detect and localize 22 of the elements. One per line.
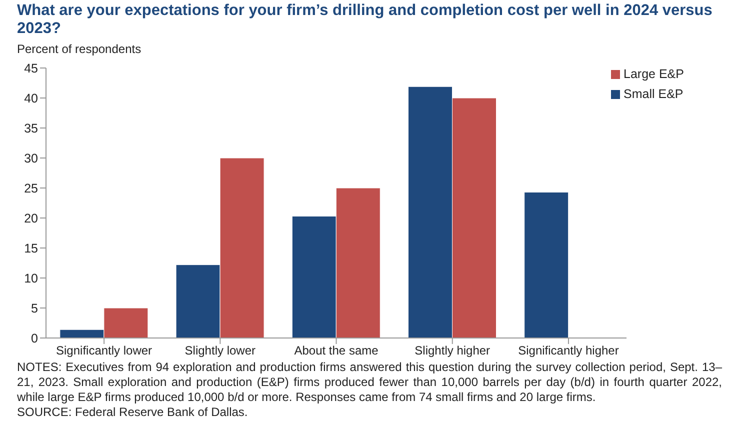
x-tick-label: Slightly higher xyxy=(414,344,490,358)
y-tick-label: 35 xyxy=(24,121,38,136)
x-tick-label: Slightly lower xyxy=(184,344,256,358)
y-axis-title: Percent of respondents xyxy=(16,42,142,56)
x-tick-label: About the same xyxy=(294,344,379,358)
y-tick-label: 20 xyxy=(24,211,38,226)
x-tick-label: Significantly higher xyxy=(518,344,619,358)
y-tick-label: 10 xyxy=(24,271,38,286)
legend-label: Large E&P xyxy=(624,67,684,81)
y-tick-label: 0 xyxy=(31,331,38,346)
y-tick-label: 5 xyxy=(31,301,38,316)
y-tick-label: 25 xyxy=(24,181,38,196)
y-tick-label: 30 xyxy=(24,151,38,166)
legend-label: Small E&P xyxy=(624,87,684,101)
y-tick-label: 15 xyxy=(24,241,38,256)
source-note: SOURCE: Federal Reserve Bank of Dallas. xyxy=(17,405,249,420)
bar xyxy=(524,192,569,338)
y-tick-label: 40 xyxy=(24,91,38,106)
x-tick-label: Significantly lower xyxy=(56,344,152,358)
chart-title: What are your expectations for your firm’s drilling and completion cost per well in 2024 versus 2023? xyxy=(16,2,714,38)
y-tick-label: 45 xyxy=(24,61,38,76)
text: NOTES: Executives from 94 exploration and production firms answered this question during the survey collection period, Sept. 13–21, 2023. Small exploration and production (E&P) firms produced fewer than 10,000 barrels per day (b/d) in fourth quarter 2022, while large E&P firms produced 10,000 b/d or more. Responses came from 74 small firms and 20 large firms. xyxy=(17,360,722,405)
